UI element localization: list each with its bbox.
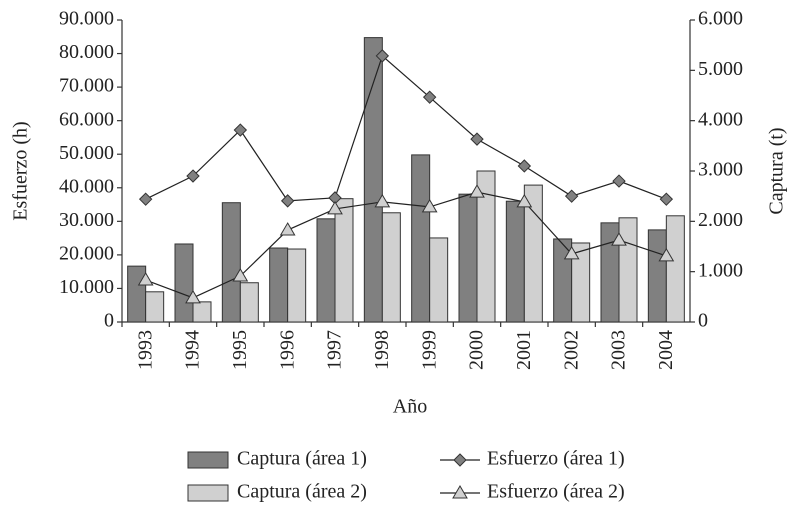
legend-marker: [453, 453, 467, 467]
y-tick-label: 60.000: [59, 108, 114, 130]
point-marker: [517, 159, 532, 173]
x-tick-label: 2004: [655, 330, 677, 370]
y-tick-label: 50.000: [59, 142, 114, 164]
legend-label: Captura (área 1): [237, 448, 367, 470]
bar: [429, 237, 449, 323]
y-tick-label: 10.000: [59, 276, 114, 298]
point-marker: [327, 200, 343, 215]
bar: [411, 154, 431, 323]
point-marker: [469, 184, 485, 198]
point-marker: [280, 194, 295, 208]
y2-tick-label: 3.000: [698, 159, 743, 181]
bar: [269, 247, 289, 323]
bar: [505, 200, 525, 323]
bar: [316, 218, 336, 323]
point-marker: [611, 232, 627, 246]
bar: [571, 242, 591, 323]
y2-tick-label: 6.000: [698, 8, 743, 30]
y2-tick-label: 2.000: [698, 209, 743, 231]
point-marker: [470, 132, 484, 146]
point-marker: [137, 272, 154, 286]
x-tick-label: 1998: [371, 330, 393, 370]
point-marker: [186, 169, 200, 183]
x-axis-title: Año: [393, 396, 427, 418]
bar: [287, 248, 307, 323]
point-marker: [138, 192, 153, 206]
bar: [239, 282, 259, 323]
line: [145, 191, 667, 299]
bar: [363, 37, 383, 323]
x-tick-label: 1993: [134, 330, 156, 370]
y2-tick-label: 1.000: [698, 259, 743, 281]
bar: [192, 301, 212, 323]
point-marker: [564, 189, 579, 203]
y2-tick-label: 0: [698, 310, 708, 332]
y-tick-label: 30.000: [59, 209, 114, 231]
y-tick-label: 90.000: [59, 8, 114, 30]
point-marker: [232, 268, 249, 282]
x-tick-label: 1996: [276, 330, 298, 370]
bar: [174, 243, 194, 323]
point-marker: [422, 90, 437, 104]
y2-tick-label: 5.000: [698, 58, 743, 80]
point-marker: [279, 222, 296, 236]
point-marker: [612, 174, 626, 188]
bar: [476, 170, 496, 323]
bar: [127, 265, 147, 323]
point-marker: [233, 123, 248, 137]
line: [145, 54, 667, 202]
point-marker: [516, 193, 533, 208]
point-marker: [374, 193, 391, 208]
point-marker: [375, 49, 390, 63]
point-marker: [421, 198, 438, 213]
bar: [647, 229, 667, 323]
point-marker: [658, 247, 675, 262]
y-tick-label: 40.000: [59, 175, 114, 197]
point-marker: [659, 192, 674, 206]
y-tick-label: 80.000: [59, 41, 114, 63]
legend-swatch: [187, 451, 229, 469]
bar: [523, 184, 543, 323]
y-tick-label: 70.000: [59, 75, 114, 97]
point-marker: [185, 289, 201, 304]
legend-label: Esfuerzo (área 1): [487, 448, 625, 470]
bar: [618, 217, 638, 323]
x-tick-label: 2002: [560, 330, 582, 370]
y-axis-title: Esfuerzo (h): [10, 121, 32, 220]
x-tick-label: 1995: [229, 330, 251, 370]
y2-axis-title: Captura (t): [766, 127, 788, 214]
bar: [145, 291, 165, 323]
bar: [334, 198, 354, 323]
y-tick-label: 20.000: [59, 242, 114, 264]
point-marker: [563, 245, 580, 260]
x-tick-label: 1994: [182, 330, 204, 370]
y-tick-label: 0: [104, 310, 114, 332]
legend-label: Captura (área 2): [237, 481, 367, 503]
x-tick-label: 2003: [608, 330, 630, 370]
x-tick-label: 1997: [324, 330, 346, 370]
y2-tick-label: 4.000: [698, 108, 743, 130]
x-tick-label: 1999: [418, 330, 440, 370]
legend-label: Esfuerzo (área 2): [487, 481, 625, 503]
bar: [381, 212, 401, 323]
x-tick-label: 2001: [513, 330, 535, 370]
bar: [458, 193, 478, 323]
bar: [665, 215, 685, 323]
x-tick-label: 2000: [466, 330, 488, 370]
bar: [221, 202, 241, 323]
legend-swatch: [187, 484, 229, 502]
legend-marker: [452, 485, 468, 499]
